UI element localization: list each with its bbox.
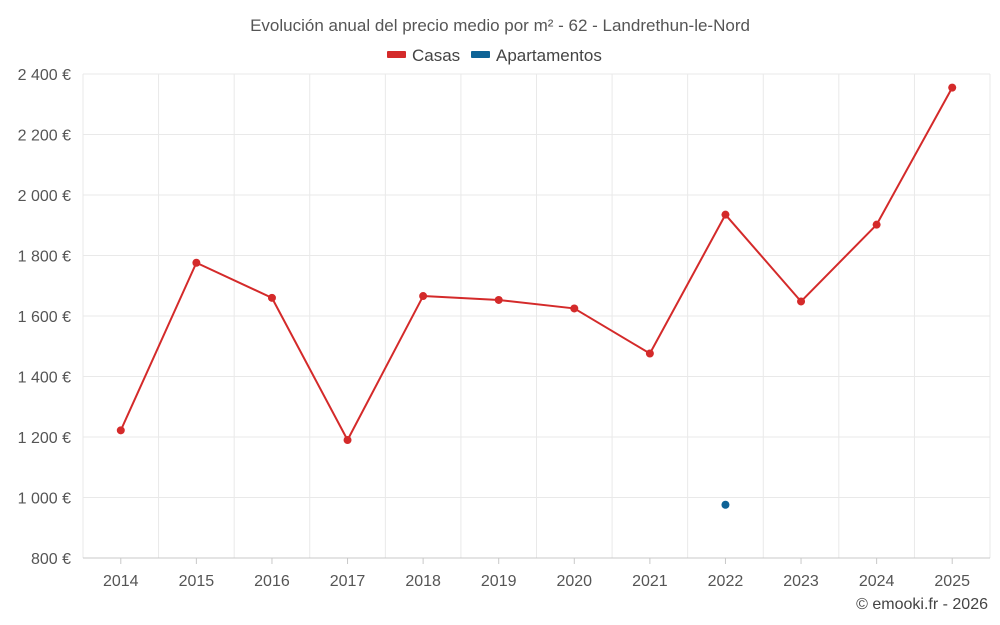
- y-tick-label: 1 000 €: [18, 491, 71, 508]
- y-tick-label: 2 200 €: [18, 128, 71, 145]
- x-tick-label: 2019: [481, 573, 517, 590]
- x-tick-label: 2022: [708, 573, 744, 590]
- data-point-casas-2019[interactable]: [494, 295, 503, 304]
- chart-credit: © emooki.fr - 2026: [856, 596, 988, 613]
- legend-label-casas: Casas: [412, 46, 460, 65]
- series-apartamentos: [721, 500, 730, 509]
- data-point-casas-2022[interactable]: [721, 210, 730, 219]
- series-casas: [116, 83, 957, 445]
- data-point-casas-2018[interactable]: [419, 292, 428, 301]
- y-tick-label: 800 €: [31, 551, 71, 568]
- chart-title: Evolución anual del precio medio por m² …: [250, 16, 750, 35]
- grid: [82, 73, 991, 558]
- x-axis: 2014 2015 2016 2017 2018 2019 2020 2021 2022 2023…: [83, 557, 990, 590]
- x-tick-label: 2021: [632, 573, 668, 590]
- data-point-casas-2017[interactable]: [343, 436, 352, 445]
- data-point-casas-2016[interactable]: [267, 293, 276, 302]
- x-tick-label: 2015: [179, 573, 215, 590]
- legend: Casas Apartamentos: [387, 46, 602, 65]
- y-tick-label: 1 200 €: [18, 430, 71, 447]
- legend-swatch-casas: [387, 51, 406, 58]
- data-point-casas-2021[interactable]: [645, 349, 654, 358]
- series-line-casas: [119, 87, 954, 442]
- y-tick-label: 2 000 €: [18, 188, 71, 205]
- data-point-casas-2023[interactable]: [797, 297, 806, 306]
- data-point-casas-2025[interactable]: [948, 83, 957, 92]
- legend-label-apartamentos: Apartamentos: [496, 46, 602, 65]
- x-tick-label: 2017: [330, 573, 366, 590]
- data-point-casas-2024[interactable]: [872, 220, 881, 229]
- y-tick-label: 1 600 €: [18, 309, 71, 326]
- data-point-casas-2015[interactable]: [192, 258, 201, 267]
- y-tick-label: 1 400 €: [18, 370, 71, 387]
- x-tick-label: 2016: [254, 573, 290, 590]
- x-tick-label: 2024: [859, 573, 895, 590]
- legend-swatch-apartamentos: [471, 51, 490, 58]
- x-tick-label: 2018: [405, 573, 441, 590]
- y-tick-label: 2 400 €: [18, 67, 71, 84]
- series: [116, 83, 957, 509]
- y-axis: 800 € 1 000 € 1 200 € 1 400 € 1 600 € 1 800 €…: [18, 67, 71, 568]
- legend-item-apartamentos[interactable]: Apartamentos: [471, 46, 602, 65]
- x-tick-label: 2023: [783, 573, 819, 590]
- x-tick-label: 2020: [556, 573, 592, 590]
- legend-item-casas[interactable]: Casas: [387, 46, 460, 65]
- x-tick-label: 2014: [103, 573, 139, 590]
- data-point-casas-2020[interactable]: [570, 304, 579, 313]
- x-tick-label: 2025: [934, 573, 970, 590]
- data-point-casas-2014[interactable]: [116, 426, 125, 435]
- data-point-apartamentos-2022[interactable]: [721, 500, 730, 509]
- y-tick-label: 1 800 €: [18, 249, 71, 266]
